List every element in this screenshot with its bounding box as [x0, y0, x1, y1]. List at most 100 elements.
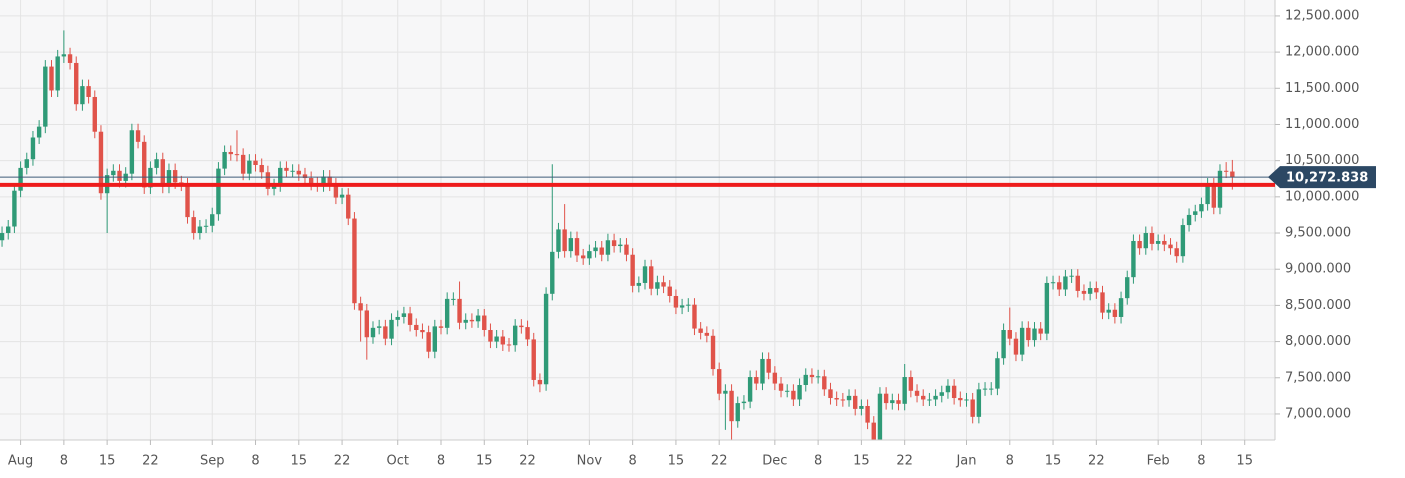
candle-body: [1118, 298, 1124, 317]
candle-body: [698, 328, 703, 333]
candle-body: [500, 336, 506, 345]
candle-body: [803, 374, 808, 385]
candle-body: [723, 390, 728, 394]
candle-body: [1112, 309, 1118, 317]
candle-body: [24, 159, 29, 168]
candle-body: [853, 395, 858, 409]
candle-body: [519, 325, 524, 328]
candle-body: [871, 422, 876, 440]
candle-body: [605, 240, 611, 255]
candle-body: [1149, 233, 1155, 244]
candle-body: [98, 131, 104, 194]
candle-body: [166, 170, 172, 187]
candle-body: [834, 398, 839, 400]
candle-body: [1137, 240, 1142, 249]
candle-body: [1069, 275, 1074, 277]
candle-body: [945, 385, 951, 393]
candle-body: [333, 184, 339, 198]
y-tick-label: 11,000.000: [1285, 117, 1359, 132]
candle-body: [43, 66, 48, 127]
candle-body: [463, 319, 468, 323]
plot-area: [0, 0, 1275, 440]
candle-body: [160, 159, 165, 187]
candle-body: [809, 374, 815, 378]
candle-body: [562, 229, 567, 252]
candle-body: [778, 383, 784, 391]
candle-body: [989, 388, 994, 390]
candle-body: [1205, 184, 1210, 205]
candle-body: [1032, 328, 1037, 341]
candle-body: [475, 315, 481, 322]
candle-body: [482, 315, 487, 330]
price-tag: [1268, 166, 1376, 189]
candle-body: [247, 160, 252, 174]
candle-body: [111, 170, 116, 176]
candle-body: [630, 254, 635, 286]
candle-body: [36, 126, 42, 138]
candle-body: [1186, 214, 1192, 226]
candle-body: [1038, 328, 1043, 334]
candle-body: [290, 170, 295, 172]
candle-body: [364, 310, 370, 338]
candle-body: [914, 390, 920, 396]
candle-body: [1217, 170, 1223, 208]
candle-body: [964, 399, 969, 401]
candle-body: [890, 400, 895, 404]
candle-body: [30, 137, 36, 160]
candle-body: [370, 327, 376, 338]
y-tick-label: 12,500.000: [1285, 8, 1359, 23]
x-tick-label: Feb: [1147, 454, 1170, 469]
candle-body: [822, 376, 827, 390]
candle-body: [216, 168, 221, 215]
candle-body: [1044, 282, 1050, 334]
candle-body: [271, 185, 277, 189]
candle-body: [525, 327, 530, 340]
candle-body: [1063, 276, 1068, 290]
candle-body: [1013, 338, 1019, 355]
candle-body: [383, 326, 388, 339]
candle-body: [148, 167, 153, 188]
candle-body: [797, 385, 802, 400]
candle-body: [543, 293, 549, 385]
candle-body: [512, 325, 518, 346]
x-tick-label: 15: [1236, 454, 1253, 469]
candle-body: [1230, 171, 1235, 178]
candle-body: [197, 226, 203, 234]
x-tick-label: Jan: [955, 454, 976, 469]
x-tick-label: 8: [251, 454, 259, 469]
x-tick-label: 8: [1197, 454, 1205, 469]
candle-body: [352, 218, 357, 304]
x-tick-label: 8: [1006, 454, 1014, 469]
candle-body: [1026, 327, 1031, 341]
candle-body: [1050, 282, 1056, 284]
candle-body: [284, 167, 289, 171]
candle-body: [234, 154, 240, 156]
candle-body: [692, 304, 697, 329]
candle-body: [228, 151, 233, 155]
candle-body: [49, 66, 54, 91]
candle-body: [210, 214, 215, 226]
candle-body: [877, 393, 883, 440]
y-tick-label: 9,000.000: [1285, 262, 1351, 277]
candle-body: [420, 330, 425, 333]
candle-body: [747, 377, 753, 402]
candle-body: [296, 170, 301, 175]
grid: [0, 0, 1275, 440]
candle-body: [67, 54, 73, 63]
candle-body: [1223, 170, 1229, 172]
candle-body: [395, 316, 400, 320]
x-tick-label: 22: [896, 454, 913, 469]
candle-body: [704, 332, 710, 336]
x-tick-label: 15: [291, 454, 308, 469]
candle-body: [636, 282, 642, 286]
candle-body: [785, 390, 790, 392]
candle-body: [982, 388, 988, 390]
candle-body: [185, 184, 190, 218]
candle-body: [154, 159, 159, 168]
candle-body: [1019, 327, 1025, 355]
candle-body: [883, 393, 889, 404]
candle-body: [259, 165, 264, 173]
candle-body: [902, 377, 907, 404]
candle-body: [438, 326, 444, 328]
candle-body: [667, 286, 672, 296]
